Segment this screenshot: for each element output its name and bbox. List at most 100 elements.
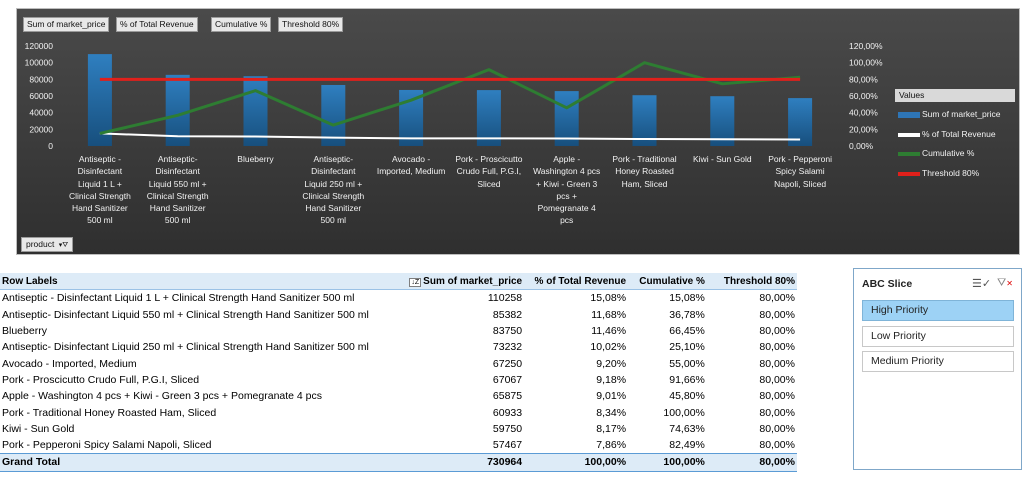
table-row[interactable]: Pork - Proscicutto Crudo Full, P.G.I, Sl… — [0, 372, 797, 388]
cum-header-text: Cumulative % — [639, 275, 705, 287]
row-sum: 60933 — [492, 406, 523, 419]
bar-sum-market-price[interactable] — [632, 95, 657, 146]
row-thr: 80,00% — [759, 439, 795, 452]
y-right-tick-label: 0,00% — [849, 141, 874, 151]
legend-label-pct: % of Total Revenue — [922, 128, 996, 139]
row-thr: 80,00% — [759, 341, 795, 354]
row-pct: 8,34% — [596, 406, 627, 419]
table-row[interactable]: Pork - Traditional Honey Roasted Ham, Sl… — [0, 404, 797, 420]
y-right-tick-label: 40,00% — [849, 108, 878, 118]
row-cum: 66,45% — [669, 325, 705, 338]
pivot-chart[interactable]: Sum of market_price % of Total Revenue C… — [16, 8, 1020, 255]
grand-total-cum: 100,00% — [628, 453, 707, 472]
x-category-label-line: Pork - Proscicutto — [455, 154, 523, 164]
legend-item-pct-total-revenue: % of Total Revenue — [895, 125, 1015, 145]
pivot-header-row: Row Labels ↓Z Sum of market_price % of To… — [0, 273, 797, 291]
line-pct-total-revenue[interactable] — [99, 132, 801, 141]
row-label: Antiseptic - Disinfectant Liquid 1 L + C… — [2, 292, 355, 305]
row-sum: 67067 — [492, 373, 523, 386]
legend-swatch-pct — [898, 132, 920, 137]
row-sum: 57467 — [492, 439, 523, 452]
x-category-label-line: Honey Roasted — [615, 166, 674, 177]
slicer-item-high-priority[interactable]: High Priority — [862, 300, 1014, 321]
row-cum: 15,08% — [669, 292, 705, 305]
table-row[interactable]: Pork - Pepperoni Spicy Salami Napoli, Sl… — [0, 437, 797, 454]
threshold-header[interactable]: Threshold 80% — [706, 273, 797, 291]
sort-desc-icon[interactable]: ↓Z — [409, 277, 422, 287]
y-right-tick-label: 120,00% — [849, 41, 883, 51]
table-row[interactable]: Kiwi - Sun Gold 59750 8,17% 74,63% 80,00% — [0, 421, 797, 437]
x-category-label-line: Liquid 550 ml + — [148, 178, 207, 189]
x-category-label-line: Napoli, Sliced — [774, 178, 827, 189]
pct-total-revenue-header[interactable]: % of Total Revenue — [524, 273, 629, 291]
slicer-item-low-priority[interactable]: Low Priority — [862, 326, 1014, 347]
x-category-label: Pork - Proscicutto Crudo Full, P.G.I, Slic… — [446, 153, 532, 190]
row-thr: 80,00% — [759, 373, 795, 386]
bar-sum-market-price[interactable] — [788, 98, 813, 146]
table-row[interactable]: Antiseptic- Disinfectant Liquid 550 ml +… — [0, 307, 797, 323]
field-button-pct-total-revenue[interactable]: % of Total Revenue — [116, 17, 198, 32]
field-button-cumulative-pct[interactable]: Cumulative % — [211, 17, 272, 32]
table-row[interactable]: Apple - Washington 4 pcs + Kiwi - Green … — [0, 388, 797, 404]
x-category-label-line: Antiseptic - — [78, 154, 121, 164]
table-row[interactable]: Avocado - Imported, Medium 67250 9,20% 55,0… — [0, 355, 797, 371]
field-button-threshold[interactable]: Threshold 80% — [278, 17, 344, 32]
row-thr: 80,00% — [759, 406, 795, 419]
x-category-label-line: + Kiwi - Green 3 — [536, 178, 598, 189]
bar-sum-market-price[interactable] — [243, 76, 268, 146]
bar-sum-market-price[interactable] — [710, 96, 735, 146]
row-pct: 9,20% — [596, 357, 627, 370]
filter-dropdown-icon: ▾⛛ — [58, 242, 69, 249]
line-cumulative-pct[interactable] — [99, 61, 801, 135]
row-label: Blueberry — [2, 325, 47, 338]
x-category-label: Pork - Pepperoni Spicy Salami Napoli, Slic… — [757, 153, 843, 190]
legend-label-cum: Cumulative % — [922, 148, 975, 158]
y-left-tick-label: 40000 — [29, 108, 53, 118]
bar-sum-market-price[interactable] — [321, 84, 346, 146]
y-left-tick-label: 120000 — [25, 41, 54, 51]
row-thr: 80,00% — [759, 325, 795, 338]
x-category-label-line: Ham, Sliced — [621, 178, 668, 189]
row-cum: 74,63% — [669, 422, 705, 435]
legend-item-threshold: Threshold 80% — [895, 164, 1015, 184]
legend-label-thr: Threshold 80% — [922, 167, 980, 178]
x-category-label-line: Clinical Strength — [302, 190, 365, 201]
table-row[interactable]: Blueberry 83750 11,46% 66,45% 80,00% — [0, 323, 797, 339]
x-category-label-line: Disinfectant — [77, 166, 123, 177]
bar-sum-market-price[interactable] — [165, 74, 190, 146]
table-row[interactable]: Antiseptic - Disinfectant Liquid 1 L + C… — [0, 290, 797, 307]
legend-swatch-thr — [898, 171, 920, 176]
clear-filter-icon[interactable]: ⛛✕ — [997, 277, 1013, 289]
sum-market-price-header[interactable]: ↓Z Sum of market_price — [407, 273, 525, 291]
field-button-sum-market-price[interactable]: Sum of market_price — [23, 17, 110, 32]
x-category-label-line: Disinfectant — [311, 166, 356, 177]
x-category-label-line: Imported, Medium — [376, 166, 446, 177]
x-category-label-line: Hand Sanitizer — [305, 203, 362, 214]
x-category-label-line: Hand Sanitizer — [72, 203, 128, 214]
bar-sum-market-price[interactable] — [476, 90, 501, 146]
row-sum: 73232 — [492, 341, 523, 354]
row-cum: 82,49% — [669, 439, 705, 452]
chart-legend: Values Sum of market_price % of Total Re… — [895, 89, 1015, 183]
x-category-label: Kiwi - Sun Gold — [679, 153, 765, 165]
x-category-label-line: Sliced — [477, 178, 501, 189]
row-labels-header[interactable]: Row Labels — [0, 273, 408, 291]
x-category-label-line: pcs — [560, 215, 574, 226]
row-pct: 10,02% — [590, 341, 627, 354]
row-cum: 55,00% — [669, 357, 705, 370]
y-right-tick-label: 100,00% — [849, 58, 883, 68]
table-row[interactable]: Antiseptic- Disinfectant Liquid 250 ml +… — [0, 339, 797, 355]
slicer-item-medium-priority[interactable]: Medium Priority — [862, 351, 1014, 372]
y-left-tick-label: 60000 — [29, 91, 53, 101]
cumulative-pct-header[interactable]: Cumulative % — [628, 273, 707, 291]
y-right-tick-label: 20,00% — [849, 124, 878, 134]
product-filter-label: product — [26, 239, 55, 249]
row-label: Pork - Pepperoni Spicy Salami Napoli, Sl… — [2, 439, 212, 452]
x-category-label: Blueberry — [213, 153, 299, 165]
product-filter-button[interactable]: product ▾⛛ — [21, 237, 74, 252]
bar-sum-market-price[interactable] — [554, 91, 579, 146]
multi-select-icon[interactable]: ☰✓ — [972, 278, 992, 290]
x-category-label-line: pcs + — [556, 190, 577, 201]
x-category-label-line: Blueberry — [237, 154, 274, 164]
